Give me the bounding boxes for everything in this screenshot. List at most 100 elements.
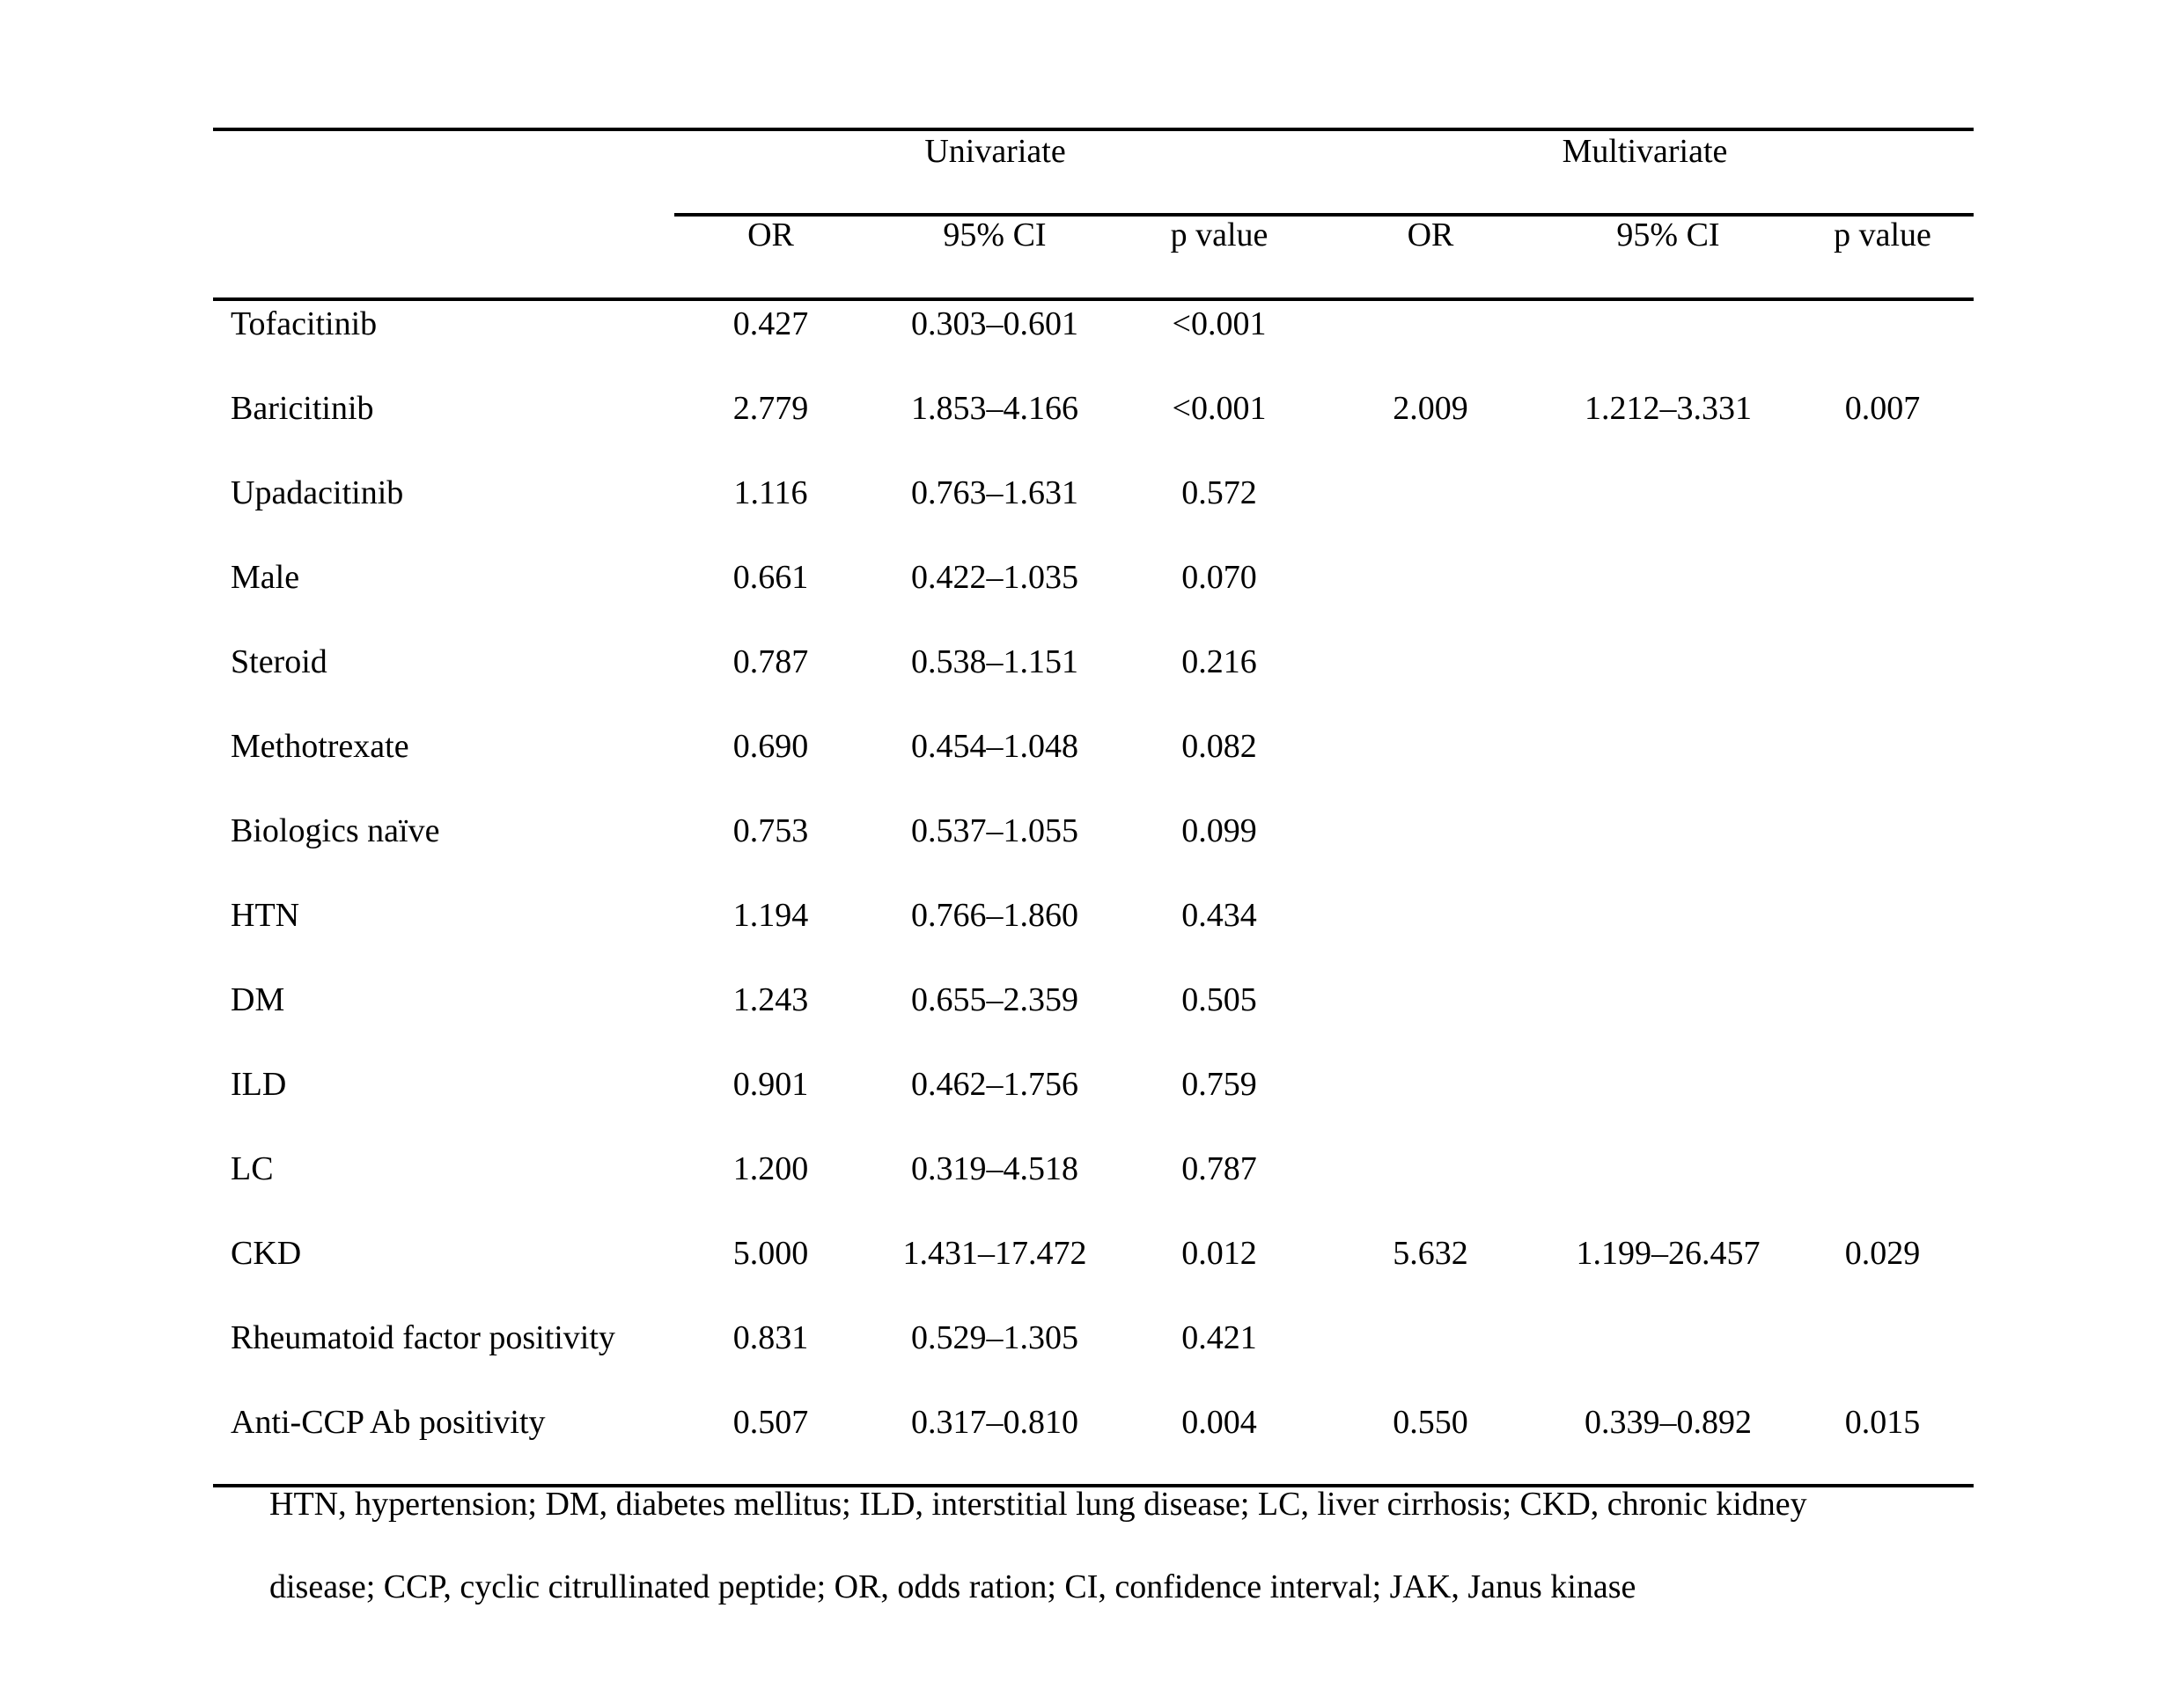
- multivariate-or-cell: [1316, 305, 1545, 386]
- multivariate-ci-cell: 1.199–26.457: [1576, 1235, 1761, 1272]
- row-label-cell: Upadacitinib: [231, 474, 404, 511]
- multivariate-ci-cell: [1545, 1066, 1791, 1146]
- row-label-cell: CKD: [231, 1235, 302, 1272]
- multivariate-or-cell: [1316, 1319, 1545, 1399]
- row-label-cell: Anti-CCP Ab positivity: [231, 1404, 546, 1441]
- univariate-or-cell: 0.427: [732, 305, 809, 342]
- univariate-p-cell: 0.012: [1181, 1235, 1257, 1272]
- multivariate-p-cell: [1791, 1150, 1974, 1230]
- table-row: Methotrexate 0.690 0.454–1.048 0.082: [213, 723, 1974, 808]
- univariate-p-cell: 0.421: [1181, 1319, 1257, 1356]
- multivariate-p-cell: [1791, 643, 1974, 723]
- univariate-or-cell: 2.779: [732, 390, 809, 427]
- table-row: Rheumatoid factor positivity 0.831 0.529…: [213, 1315, 1974, 1399]
- column-header-stub-cell: [213, 217, 674, 297]
- footnote-line-1: HTN, hypertension; DM, diabetes mellitus…: [269, 1486, 1807, 1523]
- row-label-cell: ILD: [231, 1066, 287, 1103]
- column-header-multivariate-or: OR: [1407, 217, 1454, 253]
- univariate-or-cell: 1.194: [732, 897, 809, 934]
- multivariate-p-cell: [1791, 728, 1974, 808]
- univariate-ci-cell: 0.422–1.035: [911, 559, 1078, 596]
- univariate-ci-cell: 0.538–1.151: [911, 643, 1078, 680]
- group-header-span: Univariate Multivariate: [674, 131, 1974, 217]
- multivariate-or-cell: [1316, 1066, 1545, 1146]
- row-label-cell: Male: [231, 559, 300, 596]
- univariate-ci-cell: 0.319–4.518: [911, 1150, 1078, 1187]
- multivariate-or-cell: [1316, 474, 1545, 554]
- multivariate-or-cell: 2.009: [1393, 390, 1468, 427]
- group-header-stub-cell: [213, 131, 674, 217]
- row-label-cell: LC: [231, 1150, 274, 1187]
- table-row: Steroid 0.787 0.538–1.151 0.216: [213, 639, 1974, 723]
- multivariate-or-cell: [1316, 559, 1545, 639]
- row-label-cell: DM: [231, 981, 285, 1018]
- multivariate-ci-cell: [1545, 305, 1791, 386]
- footnote-line-2: disease; CCP, cyclic citrullinated pepti…: [269, 1568, 1636, 1605]
- row-label-cell: Methotrexate: [231, 728, 409, 765]
- univariate-ci-cell: 0.303–0.601: [911, 305, 1078, 342]
- univariate-p-cell: 0.004: [1181, 1404, 1257, 1441]
- multivariate-ci-cell: [1545, 1319, 1791, 1399]
- multivariate-ci-cell: 1.212–3.331: [1585, 390, 1752, 427]
- univariate-or-cell: 1.116: [733, 474, 808, 511]
- multivariate-group-header: Multivariate: [1562, 133, 1728, 170]
- univariate-p-cell: <0.001: [1172, 390, 1267, 427]
- table-row: DM 1.243 0.655–2.359 0.505: [213, 977, 1974, 1061]
- table-group-header-row: Univariate Multivariate: [213, 131, 1974, 217]
- table-row: Biologics naïve 0.753 0.537–1.055 0.099: [213, 808, 1974, 892]
- multivariate-ci-cell: [1545, 897, 1791, 977]
- multivariate-p-cell: [1791, 1066, 1974, 1146]
- univariate-ci-cell: 0.462–1.756: [911, 1066, 1078, 1103]
- multivariate-p-cell: [1791, 305, 1974, 386]
- multivariate-or-cell: [1316, 812, 1545, 892]
- univariate-ci-cell: 0.537–1.055: [911, 812, 1078, 849]
- table-row: Male 0.661 0.422–1.035 0.070: [213, 554, 1974, 639]
- univariate-ci-cell: 1.853–4.166: [911, 390, 1078, 427]
- multivariate-or-cell: [1316, 728, 1545, 808]
- univariate-or-cell: 0.661: [732, 559, 809, 596]
- univariate-ci-cell: 0.529–1.305: [911, 1319, 1078, 1356]
- multivariate-ci-cell: [1545, 812, 1791, 892]
- table-row: Anti-CCP Ab positivity 0.507 0.317–0.810…: [213, 1399, 1974, 1484]
- univariate-or-cell: 0.831: [732, 1319, 809, 1356]
- table-body: Tofacitinib 0.427 0.303–0.601 <0.001 Bar…: [213, 301, 1974, 1487]
- multivariate-or-cell: [1316, 643, 1545, 723]
- univariate-p-cell: <0.001: [1172, 305, 1267, 342]
- row-label-cell: Rheumatoid factor positivity: [231, 1319, 615, 1356]
- row-label-cell: Steroid: [231, 643, 327, 680]
- row-label-cell: Baricitinib: [231, 390, 374, 427]
- row-label-cell: Tofacitinib: [231, 305, 378, 342]
- row-label-cell: HTN: [231, 897, 300, 934]
- univariate-or-cell: 0.690: [732, 728, 809, 765]
- univariate-or-cell: 0.787: [732, 643, 809, 680]
- univariate-or-cell: 0.753: [732, 812, 809, 849]
- univariate-p-cell: 0.070: [1181, 559, 1257, 596]
- univariate-ci-cell: 0.655–2.359: [911, 981, 1078, 1018]
- univariate-ci-cell: 0.317–0.810: [911, 1404, 1078, 1441]
- multivariate-p-cell: [1791, 897, 1974, 977]
- table-row: CKD 5.000 1.431–17.472 0.012 5.632 1.199…: [213, 1230, 1974, 1315]
- row-label-cell: Biologics naïve: [231, 812, 440, 849]
- univariate-ci-cell: 0.766–1.860: [911, 897, 1078, 934]
- table-row: Upadacitinib 1.116 0.763–1.631 0.572: [213, 470, 1974, 554]
- univariate-ci-cell: 0.763–1.631: [911, 474, 1078, 511]
- multivariate-ci-cell: 0.339–0.892: [1585, 1404, 1752, 1441]
- univariate-p-cell: 0.505: [1181, 981, 1257, 1018]
- univariate-ci-cell: 1.431–17.472: [902, 1235, 1087, 1272]
- multivariate-p-cell: [1791, 559, 1974, 639]
- table-row: LC 1.200 0.319–4.518 0.787: [213, 1146, 1974, 1230]
- multivariate-p-cell: [1791, 812, 1974, 892]
- multivariate-ci-cell: [1545, 474, 1791, 554]
- univariate-or-cell: 1.200: [732, 1150, 809, 1187]
- univariate-p-cell: 0.099: [1181, 812, 1257, 849]
- univariate-or-cell: 0.507: [732, 1404, 809, 1441]
- regression-table: Univariate Multivariate OR 95% CI p valu…: [213, 128, 1974, 1487]
- univariate-p-cell: 0.572: [1181, 474, 1257, 511]
- multivariate-or-cell: 5.632: [1393, 1235, 1468, 1272]
- multivariate-p-cell: 0.007: [1844, 390, 1921, 427]
- table-row: Tofacitinib 0.427 0.303–0.601 <0.001: [213, 301, 1974, 386]
- univariate-or-cell: 0.901: [732, 1066, 809, 1103]
- table-row: Baricitinib 2.779 1.853–4.166 <0.001 2.0…: [213, 386, 1974, 470]
- column-header-univariate-p: p value: [1170, 217, 1268, 253]
